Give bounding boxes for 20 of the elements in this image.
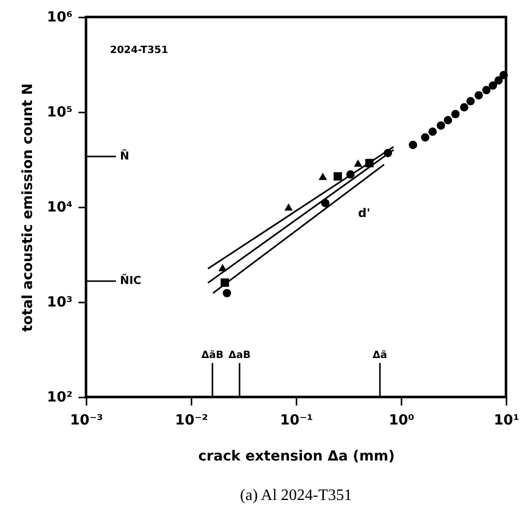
y-tick-label: 10⁶	[46, 10, 72, 26]
x-tick-label: 10¹	[494, 412, 520, 428]
ref-line-label: ÑIC	[120, 273, 142, 288]
x-axis-title: crack extension Δa (mm)	[198, 448, 395, 464]
ref-line-label: Ñ	[120, 148, 130, 163]
text: (a) Al 2024-T351	[240, 487, 352, 504]
x-tick-label: 10⁻³	[70, 412, 104, 428]
y-tick-label: 10⁴	[46, 200, 72, 216]
x-tick-label: 10⁻¹	[280, 412, 314, 428]
ref-line-label: Δã	[372, 350, 388, 361]
ref-line-label: ΔãB	[201, 350, 224, 361]
y-tick-label: 10⁵	[46, 104, 72, 120]
x-tick-label: 10⁰	[388, 412, 414, 428]
y-axis-title: total acoustic emission count N	[20, 83, 36, 332]
y-tick-label: 10³	[46, 294, 72, 310]
annotation: 2024-T351	[110, 45, 168, 56]
annotation: d'	[358, 206, 370, 220]
x-tick-label: 10⁻²	[174, 412, 208, 428]
y-tick-label: 10²	[46, 390, 72, 406]
ref-line-label: ΔaB	[228, 350, 251, 361]
